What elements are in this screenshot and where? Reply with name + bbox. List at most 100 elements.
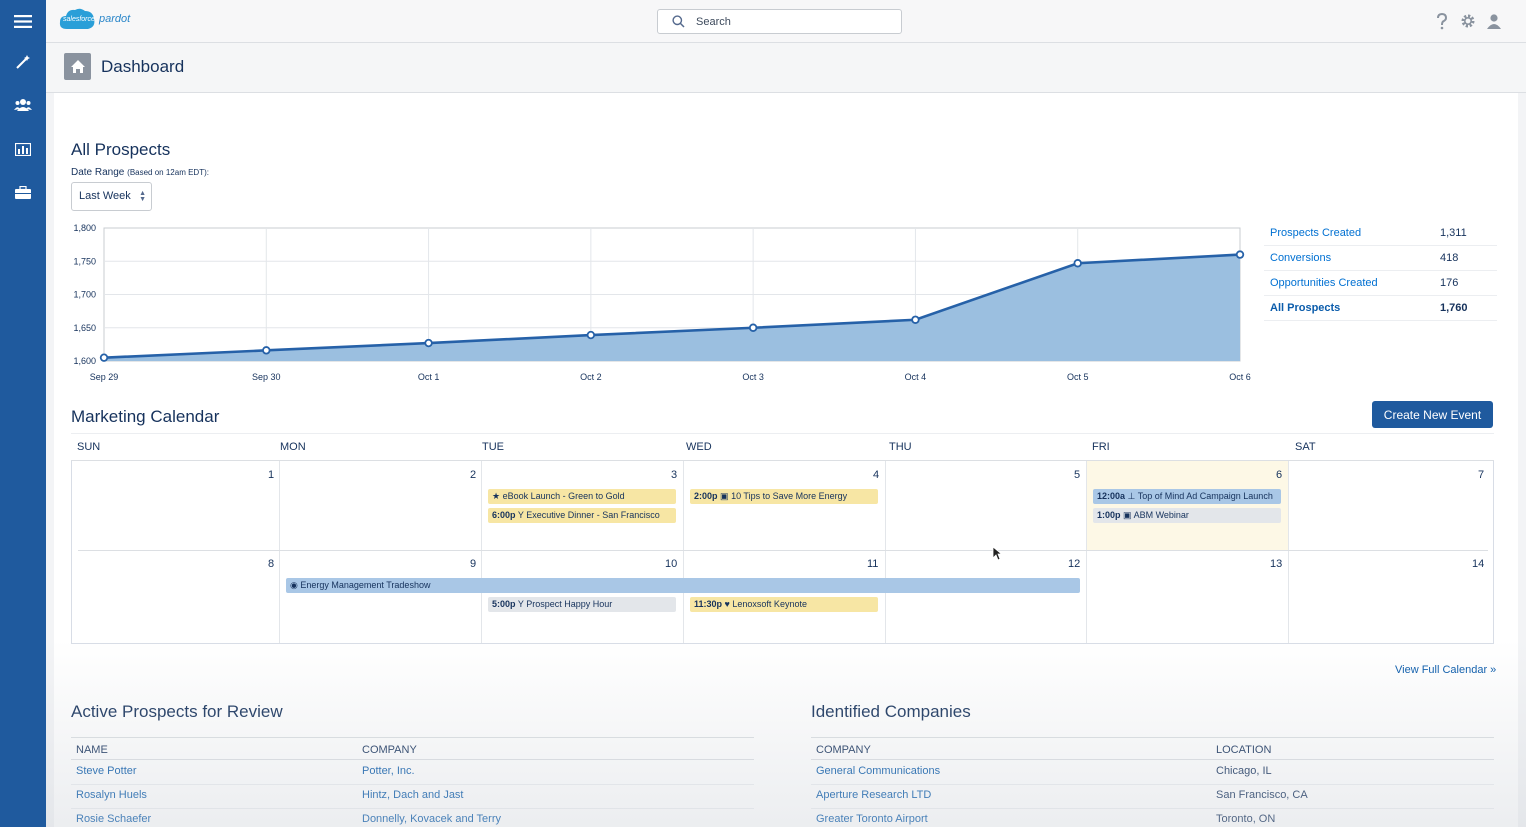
event-time: 12:00a [1097, 491, 1126, 501]
page-title: Dashboard [101, 57, 185, 76]
x-tick-label: Sep 30 [252, 372, 281, 382]
stat-all-prospects[interactable]: All Prospects 1,760 [1264, 296, 1497, 321]
date-range-label: Date Range (Based on 12am EDT): [71, 167, 209, 178]
table-row: Rosalyn Huels Hintz, Dach and Jast [71, 785, 754, 809]
y-tick-label: 1,700 [73, 290, 96, 300]
column-header-location[interactable]: LOCATION [1216, 744, 1272, 756]
salesforce-pardot-logo[interactable]: salesforce pardot [58, 5, 132, 37]
global-search [657, 9, 902, 34]
create-new-event-button[interactable]: Create New Event [1372, 401, 1493, 428]
identified-companies-table-header: COMPANY LOCATION [811, 737, 1494, 760]
table-row: Greater Toronto Airport Toronto, ON [811, 809, 1494, 827]
series-area [104, 254, 1240, 361]
calendar-event[interactable]: 12:00a ⊥ Top of Mind Ad Campaign Launch [1093, 489, 1281, 504]
prospect-company-link[interactable]: Donnelly, Kovacek and Terry [362, 813, 501, 825]
data-point [586, 330, 596, 340]
company-location: Toronto, ON [1216, 813, 1276, 825]
company-name-link[interactable]: General Communications [816, 765, 941, 777]
search-input[interactable] [696, 13, 891, 30]
column-header-name[interactable]: NAME [76, 744, 108, 756]
prospect-name-link[interactable]: Steve Potter [76, 765, 137, 777]
day-number: 1 [268, 469, 275, 481]
stat-label: Prospects Created [1270, 227, 1362, 239]
briefcase-icon[interactable] [0, 174, 46, 210]
event-title: 10 Tips to Save More Energy [731, 491, 848, 501]
calendar-column [1087, 550, 1289, 643]
weekday-mon: MON [280, 441, 306, 453]
logo-salesforce-text: salesforce [63, 16, 95, 23]
stat-opportunities-created[interactable]: Opportunities Created 176 [1264, 271, 1497, 296]
data-point [1235, 250, 1245, 259]
weekday-sun: SUN [77, 441, 101, 453]
user-icon[interactable] [1485, 12, 1503, 30]
marketing-calendar-title: Marketing Calendar [71, 407, 220, 426]
star-icon: ★ [492, 491, 501, 501]
company-location: Chicago, IL [1216, 765, 1272, 777]
x-tick-label: Oct 4 [905, 372, 927, 382]
event-time: 5:00p [492, 599, 516, 609]
calendar-week-divider [78, 550, 1488, 551]
settings-icon[interactable] [1459, 12, 1477, 30]
prospect-name-link[interactable]: Rosie Schaefer [76, 813, 152, 825]
select-arrows-icon: ▲ ▼ [139, 190, 146, 203]
calendar-weekday-header: SUN MON TUE WED THU FRI SAT [71, 433, 1494, 461]
mouse-cursor-icon [992, 546, 1002, 561]
day-number: 2 [470, 469, 477, 481]
event-time: 6:00p [492, 510, 516, 520]
day-number: 4 [873, 469, 880, 481]
column-header-company[interactable]: COMPANY [362, 744, 417, 756]
data-point [424, 338, 433, 348]
calendar-event[interactable]: 1:00p ▣ ABM Webinar [1093, 508, 1281, 523]
day-number: 8 [268, 558, 275, 570]
pin-icon: ⊥ [1127, 491, 1136, 501]
calendar-icon: ▣ [720, 491, 729, 501]
y-tick-label: 1,650 [73, 323, 96, 333]
active-prospects-table-header: NAME COMPANY [71, 737, 754, 760]
calendar-column [280, 461, 482, 643]
table-row: Aperture Research LTD San Francisco, CA [811, 785, 1494, 809]
global-header: salesforce pardot [46, 0, 1526, 43]
calendar-event[interactable]: 6:00p Y Executive Dinner - San Francisco [488, 508, 676, 523]
column-header-company[interactable]: COMPANY [816, 744, 871, 756]
data-point [99, 353, 109, 362]
day-number: 6 [1276, 469, 1283, 481]
help-icon[interactable] [1433, 12, 1451, 30]
calendar-event[interactable]: ★ eBook Launch - Green to Gold [488, 489, 676, 504]
day-number: 13 [1270, 558, 1283, 570]
all-prospects-chart: 1,800 1,750 1,700 1,650 1,600 Sep 29 Sep 30 Oct… [73, 223, 1250, 382]
company-name-link[interactable]: Aperture Research LTD [816, 789, 932, 801]
calendar-event[interactable]: 11:30p ♥ Lenoxsoft Keynote [690, 597, 878, 612]
day-number: 14 [1472, 558, 1485, 570]
stat-label: Opportunities Created [1270, 277, 1378, 289]
calendar-event[interactable]: 2:00p ▣ 10 Tips to Save More Energy [690, 489, 878, 504]
magic-wand-icon[interactable] [0, 44, 46, 80]
people-icon[interactable] [0, 87, 46, 123]
calendar-column [72, 461, 280, 643]
calendar-event-multiday[interactable]: ◉ Energy Management Tradeshow [286, 578, 1080, 593]
table-row: Steve Potter Potter, Inc. [71, 761, 754, 785]
logo-pardot-text: pardot [99, 13, 131, 25]
left-nav [0, 0, 46, 827]
calendar-event[interactable]: 5:00p Y Prospect Happy Hour [488, 597, 676, 612]
view-full-calendar-link[interactable]: View Full Calendar » [1395, 664, 1497, 676]
stat-conversions[interactable]: Conversions 418 [1264, 246, 1497, 271]
date-range-select[interactable]: Last Week ▲ ▼ [71, 182, 152, 211]
heart-icon: ♥ [724, 599, 730, 609]
company-location: San Francisco, CA [1216, 789, 1308, 801]
table-row: Rosie Schaefer Donnelly, Kovacek and Ter… [71, 809, 754, 827]
stat-prospects-created[interactable]: Prospects Created 1,311 [1264, 221, 1497, 246]
bar-chart-icon[interactable] [0, 131, 46, 167]
hamburger-icon[interactable] [0, 3, 46, 39]
weekday-tue: TUE [482, 441, 504, 453]
prospect-company-link[interactable]: Hintz, Dach and Jast [362, 789, 464, 801]
calendar-cell-today[interactable] [1087, 461, 1289, 550]
stat-value: 1,311 [1440, 227, 1467, 239]
prospect-company-link[interactable]: Potter, Inc. [362, 765, 415, 777]
series-line [103, 253, 1241, 359]
event-title: Energy Management Tradeshow [300, 580, 431, 590]
search-icon [672, 15, 685, 28]
company-name-link[interactable]: Greater Toronto Airport [816, 813, 928, 825]
home-icon [64, 53, 91, 80]
day-number: 12 [1068, 558, 1081, 570]
prospect-name-link[interactable]: Rosalyn Huels [76, 789, 147, 801]
